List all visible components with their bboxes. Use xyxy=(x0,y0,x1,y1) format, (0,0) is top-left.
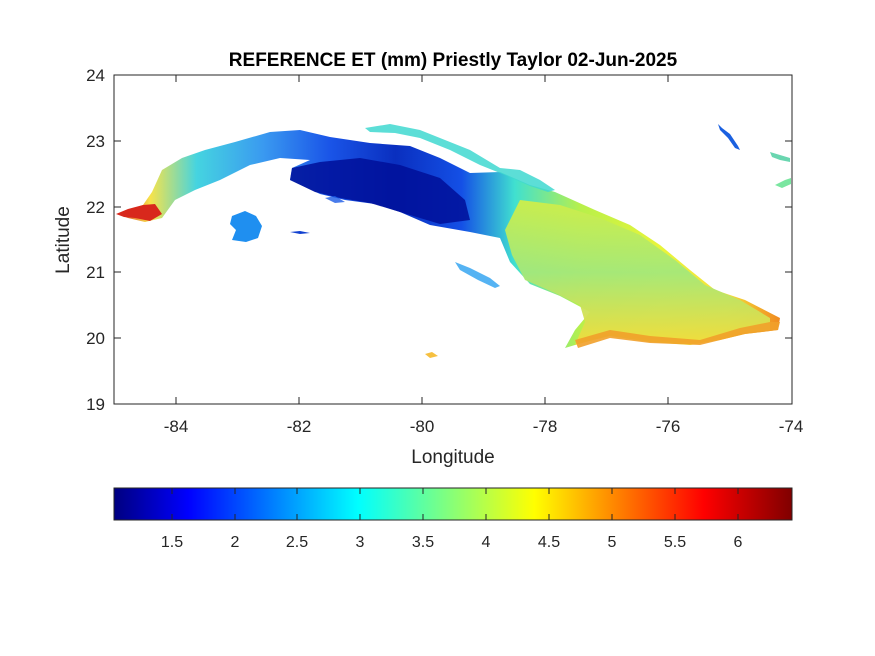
map-axes xyxy=(113,74,793,405)
y-tick-23: 23 xyxy=(86,132,105,151)
cay-west-2 xyxy=(325,196,345,203)
cb-tick-3: 3 xyxy=(356,534,365,551)
cb-tick-4-5: 4.5 xyxy=(538,534,560,551)
x-axis-label: Longitude xyxy=(411,447,494,468)
colorbar-ticks xyxy=(171,488,739,520)
cb-tick-6: 6 xyxy=(734,534,743,551)
bahamas-fragment-1 xyxy=(718,124,740,150)
cay-south-1 xyxy=(455,262,500,288)
southeast-coast-warm xyxy=(575,322,780,348)
x-tick-82: -82 xyxy=(287,417,312,436)
y-tick-20: 20 xyxy=(86,329,105,348)
y-tick-21: 21 xyxy=(86,263,105,282)
y-tick-24: 24 xyxy=(86,66,105,85)
cb-tick-5-5: 5.5 xyxy=(664,534,686,551)
y-tick-19: 19 xyxy=(86,395,105,414)
x-axis xyxy=(175,75,669,404)
central-dark-core xyxy=(290,158,470,224)
y-tick-22: 22 xyxy=(86,198,105,217)
cay-south-2 xyxy=(425,352,438,358)
colorbar xyxy=(113,487,793,521)
y-axis xyxy=(114,74,792,405)
x-tick-80: -80 xyxy=(410,417,435,436)
cb-tick-5: 5 xyxy=(608,534,617,551)
x-tick-76: -76 xyxy=(656,417,681,436)
east-body xyxy=(505,200,770,345)
x-tick-78: -78 xyxy=(533,417,558,436)
west-tip xyxy=(116,204,162,221)
cb-tick-2-5: 2.5 xyxy=(286,534,308,551)
cay-west-1 xyxy=(290,231,310,234)
x-tick-74: -74 xyxy=(779,417,804,436)
bahamas-fragment-3 xyxy=(775,178,791,188)
northern-cays xyxy=(365,124,555,192)
x-tick-84: -84 xyxy=(164,417,189,436)
cb-tick-4: 4 xyxy=(482,534,491,551)
cb-tick-3-5: 3.5 xyxy=(412,534,434,551)
isla-de-la-juventud xyxy=(230,211,262,242)
y-axis-label: Latitude xyxy=(53,206,74,274)
et-data-layer xyxy=(116,124,791,358)
map-title: REFERENCE ET (mm) Priestly Taylor 02-Jun… xyxy=(229,50,678,71)
bahamas-fragment-2 xyxy=(770,152,790,162)
cb-tick-1-5: 1.5 xyxy=(161,534,183,551)
cb-tick-2: 2 xyxy=(231,534,240,551)
